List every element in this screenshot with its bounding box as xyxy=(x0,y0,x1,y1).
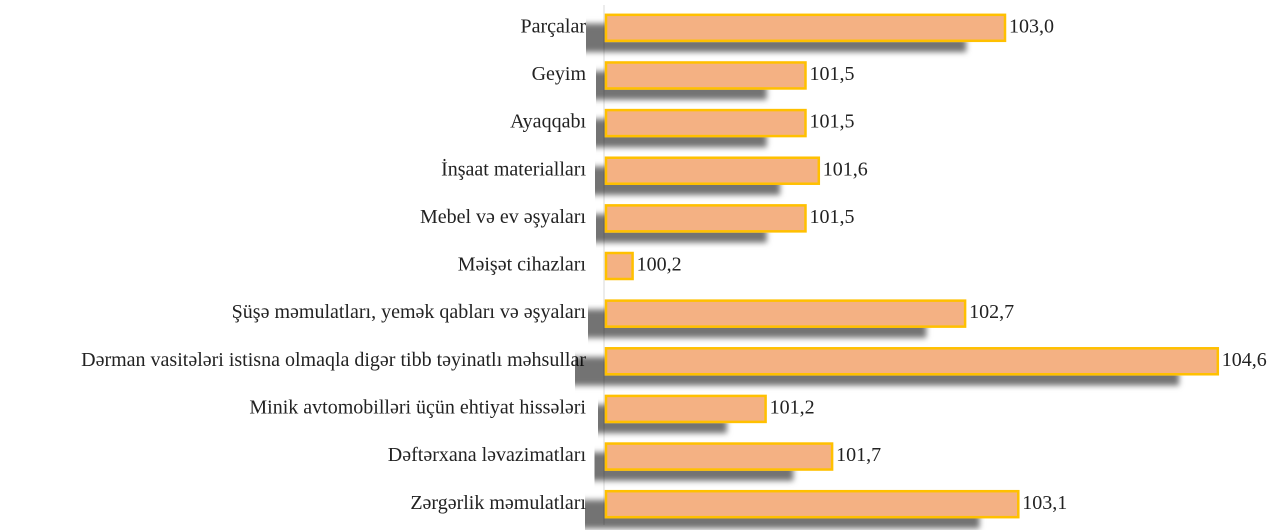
bar xyxy=(604,394,767,424)
value-label: 103,1 xyxy=(1022,492,1067,514)
bar xyxy=(604,299,967,328)
value-label: 101,5 xyxy=(810,63,855,85)
y-tick-label: Zərgərlik məmulatları xyxy=(410,492,586,514)
y-tick-label: Mebel və ev əşyaları xyxy=(420,206,586,228)
y-tick-label: Parçalar xyxy=(520,15,586,37)
y-tick-label: İnşaat materialları xyxy=(441,157,586,180)
y-tick-label: Ayaqqabı xyxy=(510,111,586,133)
bar xyxy=(604,156,821,185)
y-tick-label: Minik avtomobilləri üçün ehtiyat hissələ… xyxy=(249,397,586,419)
bar xyxy=(604,489,1020,519)
y-tick-label: Geyim xyxy=(532,63,587,85)
value-label: 101,7 xyxy=(836,444,881,466)
value-label: 101,5 xyxy=(810,111,855,133)
bar xyxy=(604,61,807,90)
bar xyxy=(604,442,834,471)
value-label: 101,6 xyxy=(823,158,868,180)
value-label: 100,2 xyxy=(637,254,682,276)
bar xyxy=(604,13,1007,43)
y-tick-label: Dəftərxana ləvazimatları xyxy=(388,444,587,466)
value-label: 104,6 xyxy=(1222,349,1267,371)
value-label: 101,5 xyxy=(810,206,855,228)
bar xyxy=(604,347,1220,376)
bar xyxy=(604,204,807,233)
y-tick-label: Şüşə məmulatları, yemək qabları və əşyal… xyxy=(232,301,587,323)
value-label: 103,0 xyxy=(1009,15,1054,37)
y-tick-label: Dərman vasitələri istisna olmaqla digər … xyxy=(81,349,586,371)
bar xyxy=(604,108,807,138)
y-tick-label: Məişət cihazları xyxy=(458,254,587,276)
bar xyxy=(604,251,634,281)
value-label: 102,7 xyxy=(969,301,1014,323)
value-label: 101,2 xyxy=(770,397,815,419)
